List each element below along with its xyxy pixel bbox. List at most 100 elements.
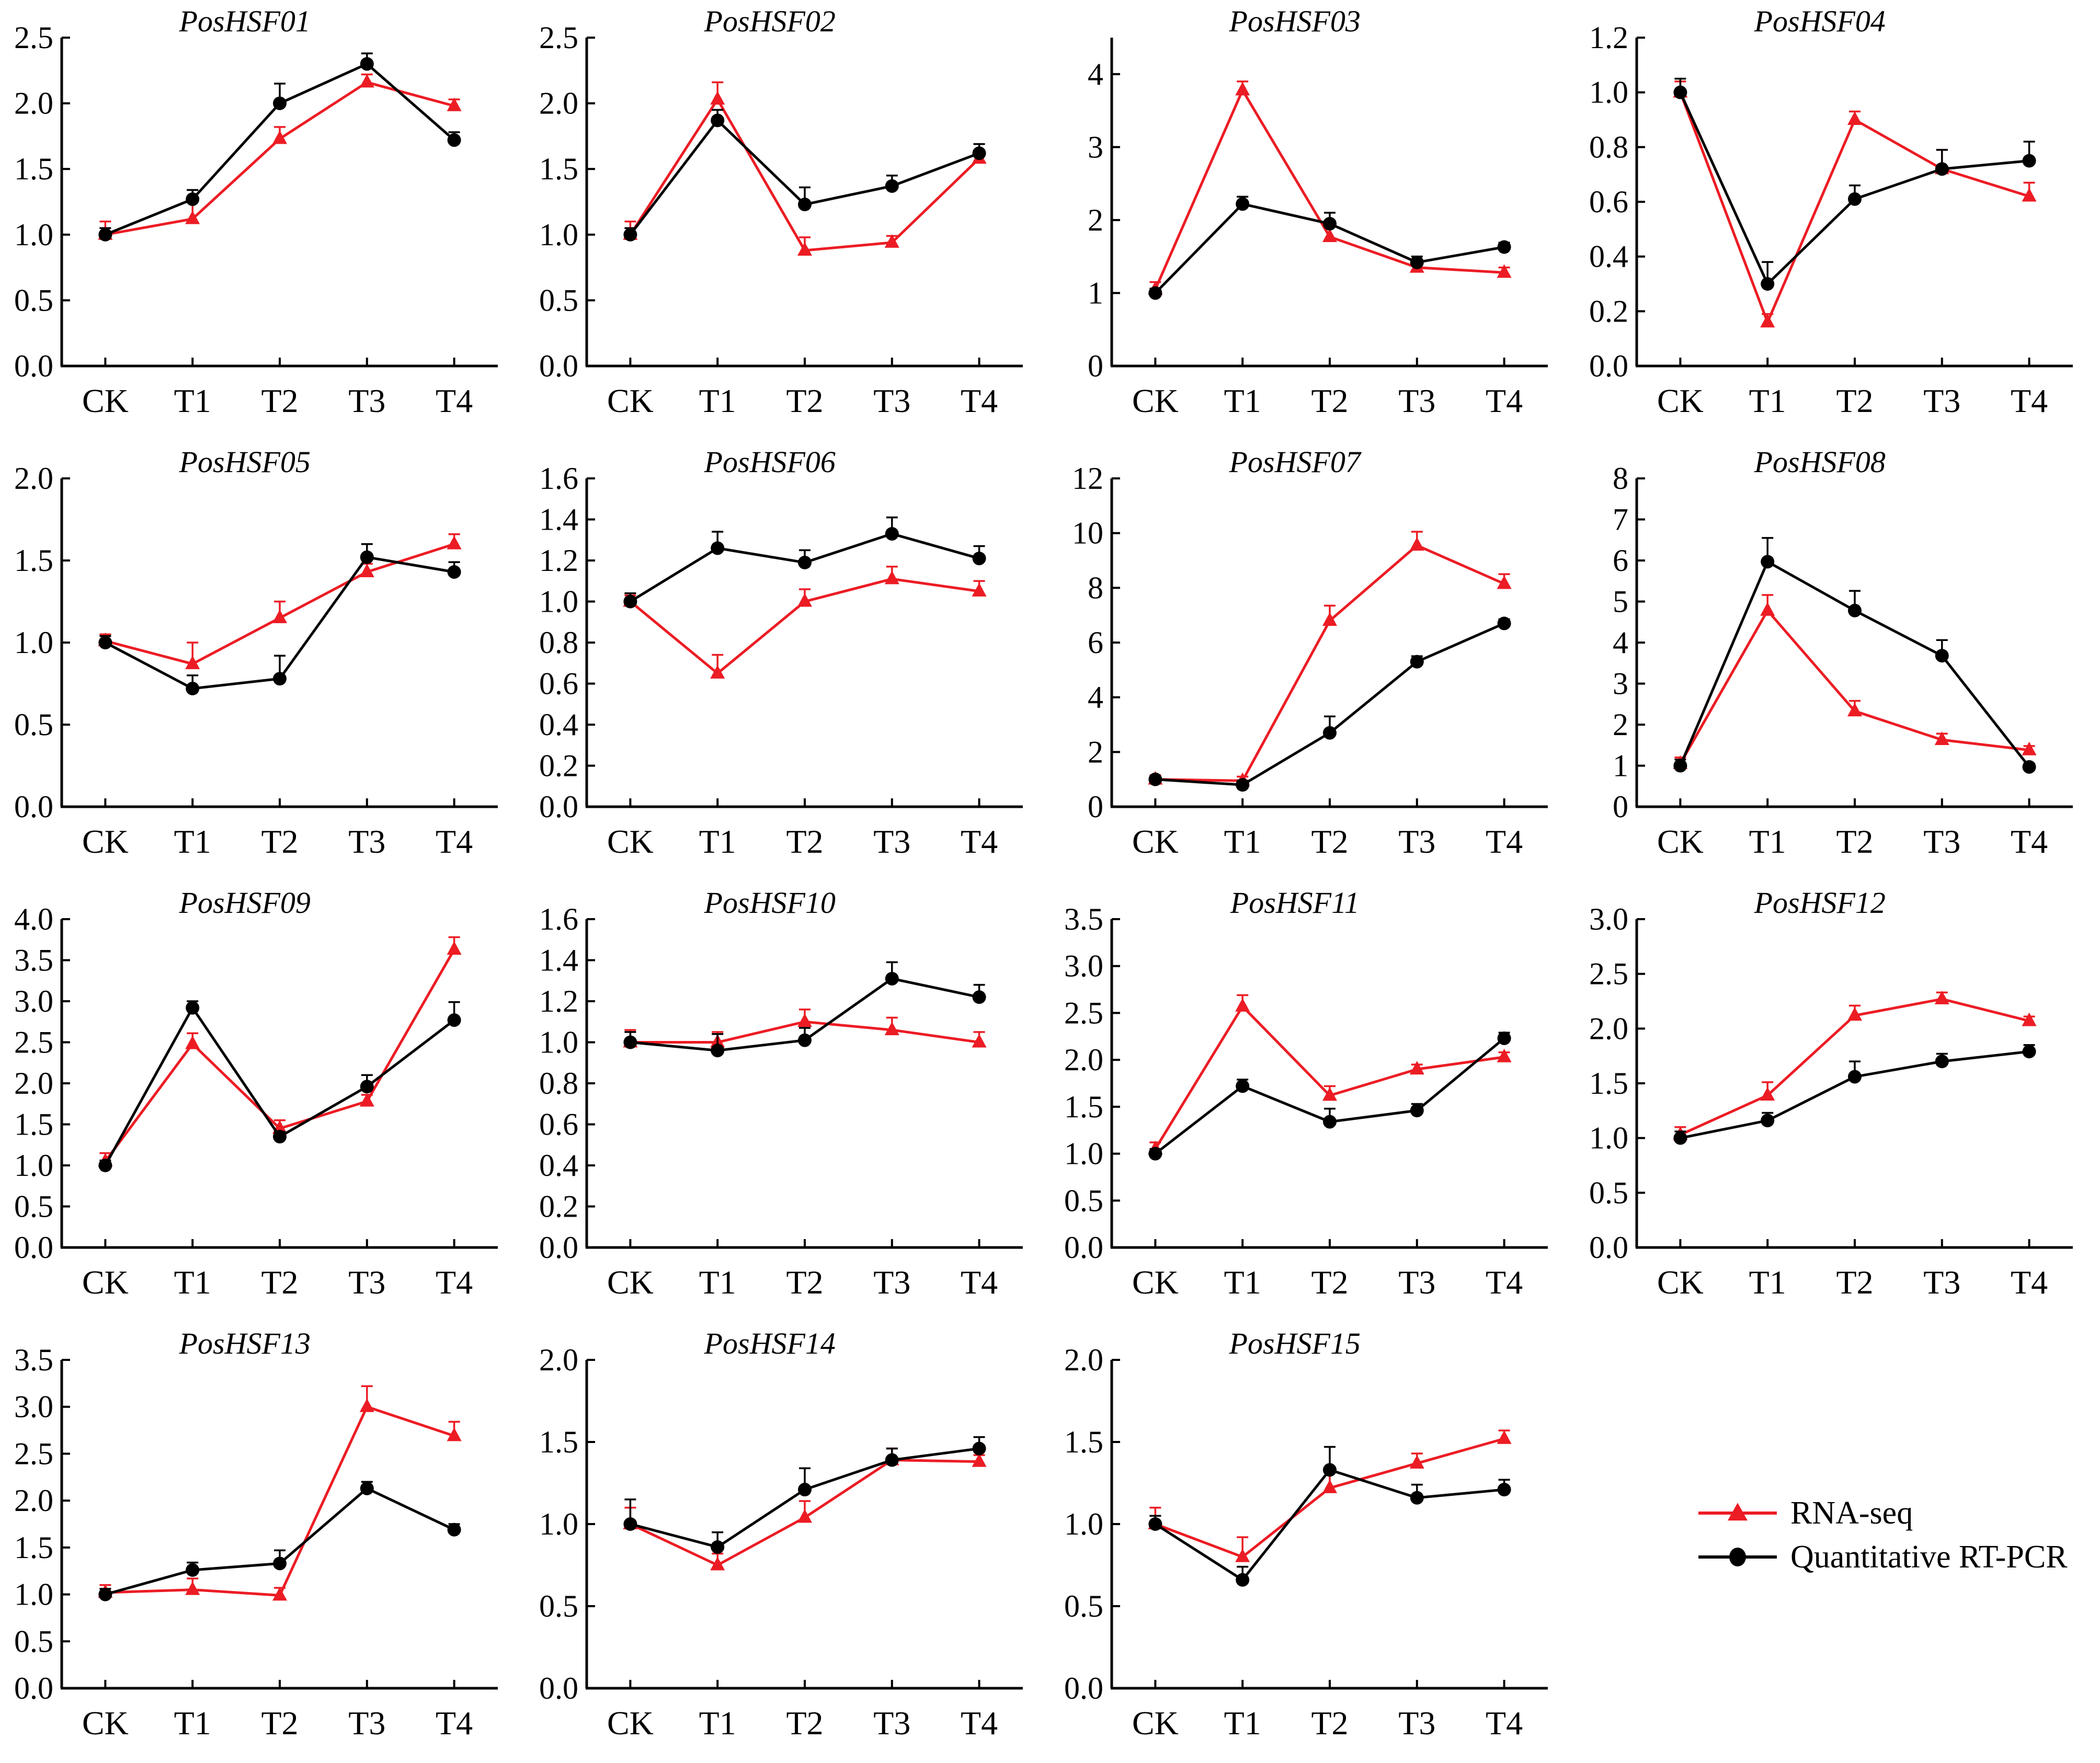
y-tick-label: 2.0 bbox=[1064, 1343, 1103, 1377]
y-tick-label: 0.0 bbox=[14, 1230, 53, 1265]
x-tick-label: T2 bbox=[786, 1704, 823, 1742]
y-tick-label: 5 bbox=[1613, 585, 1628, 619]
x-tick-label: CK bbox=[1132, 382, 1179, 419]
y-tick-label: 2.0 bbox=[539, 1343, 578, 1377]
x-tick-label: CK bbox=[1657, 382, 1704, 419]
legend-item-rna-seq: RNA-seq bbox=[1698, 1495, 2068, 1531]
triangle-marker-icon bbox=[1728, 1503, 1748, 1521]
y-tick-label: 1.5 bbox=[14, 543, 53, 578]
x-tick-label: T3 bbox=[873, 1704, 910, 1742]
x-tick-label: T2 bbox=[261, 823, 298, 860]
x-tick-label: CK bbox=[1132, 823, 1179, 860]
plot-area-poshsf11: PosHSF11 0.0 0.5 1.0 1.5 2.0 2.5 3.0 3.5 CK T1 T2 T3… bbox=[1064, 886, 1548, 1301]
y-tick-label: 2.5 bbox=[1589, 957, 1628, 991]
chart-title: PosHSF08 bbox=[1754, 445, 1886, 479]
y-tick-label: 0.5 bbox=[14, 1189, 53, 1224]
x-tick-label: CK bbox=[82, 823, 129, 860]
y-tick-label: 2.0 bbox=[14, 1066, 53, 1101]
y-tick-label: 1.4 bbox=[539, 502, 578, 537]
y-tick-label: 1.0 bbox=[1064, 1137, 1103, 1171]
y-tick-label: 1.0 bbox=[1589, 1121, 1628, 1155]
x-tick-label: T2 bbox=[1836, 382, 1873, 419]
y-tick-label: 1.5 bbox=[14, 1107, 53, 1142]
series-rna-seq bbox=[98, 533, 462, 669]
chart-title: PosHSF12 bbox=[1754, 886, 1886, 920]
chart-title: PosHSF04 bbox=[1754, 4, 1886, 38]
x-tick-label: CK bbox=[1132, 1704, 1179, 1742]
x-tick-label: T3 bbox=[348, 382, 385, 419]
y-tick-label: 6 bbox=[1088, 625, 1103, 660]
y-tick-label: 1.0 bbox=[14, 217, 53, 252]
y-tick-label: 1.0 bbox=[14, 1148, 53, 1183]
series-rna-seq bbox=[623, 566, 987, 679]
x-tick-label: CK bbox=[607, 1704, 654, 1742]
chart-title: PosHSF02 bbox=[704, 4, 836, 38]
y-tick-label: 1.2 bbox=[539, 984, 578, 1018]
chart-title: PosHSF10 bbox=[704, 886, 836, 920]
x-tick-label: T1 bbox=[699, 1264, 736, 1301]
x-tick-label: T3 bbox=[1398, 1264, 1435, 1301]
x-tick-label: T3 bbox=[1398, 823, 1435, 860]
series-quantitative-rt-pcr bbox=[623, 516, 986, 609]
y-tick-label: 2 bbox=[1088, 203, 1103, 237]
chart-title: PosHSF11 bbox=[1230, 886, 1360, 920]
y-tick-label: 0.2 bbox=[1589, 294, 1628, 328]
y-tick-label: 0 bbox=[1088, 349, 1103, 383]
x-tick-label: T3 bbox=[873, 382, 910, 419]
y-tick-label: 1.2 bbox=[539, 543, 578, 578]
chart-title: PosHSF03 bbox=[1229, 4, 1361, 38]
plot-area-poshsf05: PosHSF05 0.0 0.5 1.0 1.5 2.0 CK T1 T2 T3 T4 bbox=[14, 445, 498, 860]
y-tick-label: 1.5 bbox=[1589, 1066, 1628, 1101]
y-tick-label: 1.5 bbox=[14, 152, 53, 186]
x-tick-label: T2 bbox=[1836, 1264, 1873, 1301]
x-tick-label: T1 bbox=[174, 382, 211, 419]
y-tick-label: 1.2 bbox=[1589, 20, 1628, 55]
x-tick-label: CK bbox=[607, 382, 654, 419]
x-tick-label: T4 bbox=[436, 823, 473, 860]
x-tick-label: T1 bbox=[1224, 1264, 1261, 1301]
series-quantitative-rt-pcr bbox=[623, 1436, 986, 1554]
rt-pcr-line-sample bbox=[1698, 1548, 1777, 1566]
y-tick-label: 0.5 bbox=[539, 1589, 578, 1623]
y-tick-label: 3.5 bbox=[1064, 902, 1103, 936]
y-tick-label: 0.4 bbox=[539, 707, 578, 742]
y-tick-label: 2.0 bbox=[14, 1483, 53, 1518]
series-quantitative-rt-pcr bbox=[1673, 1044, 2036, 1145]
series-quantitative-rt-pcr bbox=[623, 109, 986, 242]
y-tick-label: 7 bbox=[1613, 502, 1628, 537]
y-tick-label: 1.5 bbox=[1064, 1425, 1103, 1459]
chart-poshsf05: PosHSF05 0.0 0.5 1.0 1.5 2.0 CK T1 T2 T3 T4 bbox=[0, 441, 525, 882]
chart-poshsf03: PosHSF03 0 1 2 3 4 CK T1 T2 T3 T4 bbox=[1050, 0, 1575, 441]
x-tick-label: T2 bbox=[786, 1264, 823, 1301]
legend-label-rna-seq: RNA-seq bbox=[1790, 1495, 1913, 1531]
chart-poshsf15: PosHSF15 0.0 0.5 1.0 1.5 2.0 CK T1 T2 T3 T4 bbox=[1050, 1322, 1575, 1763]
x-tick-label: T1 bbox=[1749, 382, 1786, 419]
chart-title: PosHSF13 bbox=[179, 1326, 311, 1360]
x-tick-label: T1 bbox=[699, 382, 736, 419]
y-tick-label: 0.0 bbox=[14, 789, 53, 824]
plot-area-poshsf08: PosHSF08 0 1 2 3 4 5 6 7 8 CK T1 T2 T3 T4 bbox=[1613, 445, 2073, 860]
series-quantitative-rt-pcr bbox=[1148, 1031, 1511, 1161]
y-tick-label: 1 bbox=[1088, 276, 1103, 310]
y-tick-label: 0.2 bbox=[539, 749, 578, 783]
x-tick-label: T4 bbox=[1486, 823, 1523, 860]
y-tick-label: 0.5 bbox=[14, 1624, 53, 1658]
rna-seq-line-sample bbox=[1698, 1503, 1777, 1521]
y-tick-label: 0.0 bbox=[1589, 349, 1628, 383]
x-tick-label: T1 bbox=[1224, 382, 1261, 419]
y-tick-label: 0.5 bbox=[1064, 1183, 1103, 1218]
x-tick-label: T4 bbox=[2011, 1264, 2048, 1301]
plot-area-poshsf09: PosHSF09 0.0 0.5 1.0 1.5 2.0 2.5 3.0 3.5 4.0 CK T1 T… bbox=[14, 886, 498, 1301]
x-tick-label: T1 bbox=[1224, 1704, 1261, 1742]
y-tick-label: 0.8 bbox=[539, 1066, 578, 1101]
x-tick-label: T1 bbox=[699, 823, 736, 860]
y-tick-label: 3.5 bbox=[14, 1343, 53, 1377]
plot-area-poshsf04: PosHSF04 0.0 0.2 0.4 0.6 0.8 1.0 1.2 CK T1 T2 T3 T4 bbox=[1589, 4, 2073, 419]
y-tick-label: 0.5 bbox=[14, 707, 53, 742]
x-tick-label: CK bbox=[82, 1264, 129, 1301]
y-tick-label: 2 bbox=[1613, 707, 1628, 742]
y-tick-label: 1.5 bbox=[539, 152, 578, 186]
chart-poshsf01: PosHSF01 0.0 0.5 1.0 1.5 2.0 2.5 CK T1 T2 T3 T4 bbox=[0, 0, 525, 441]
y-tick-label: 0.2 bbox=[539, 1189, 578, 1224]
